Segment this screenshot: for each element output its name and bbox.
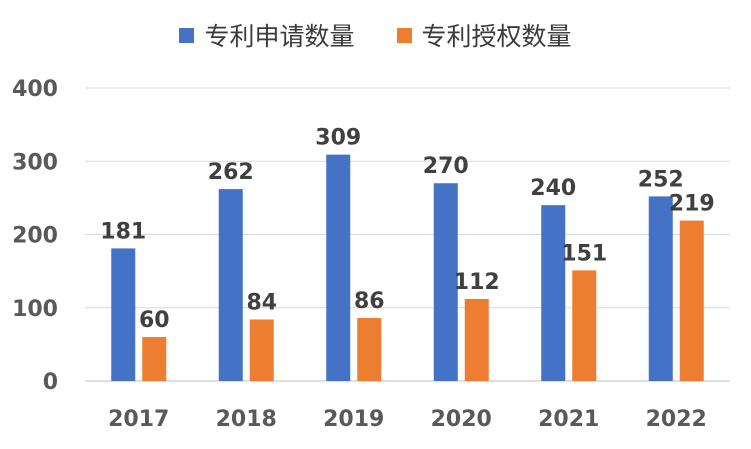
data-label-applications-2022: 252 [638, 167, 684, 192]
x-tick-label: 2022 [646, 407, 707, 432]
data-label-grants-2018: 84 [246, 290, 277, 315]
y-tick-label: 400 [12, 77, 58, 102]
y-tick-label: 0 [43, 370, 58, 395]
data-label-grants-2020: 112 [454, 270, 500, 295]
x-tick-label: 2021 [538, 407, 599, 432]
data-label-applications-2020: 270 [423, 154, 469, 179]
x-tick-label: 2018 [216, 407, 277, 432]
y-tick-label: 100 [12, 297, 58, 322]
bar-applications-2019 [326, 154, 351, 381]
bar-applications-2018 [218, 189, 243, 381]
legend-swatch-grants [396, 27, 412, 43]
bar-grants-2021 [572, 270, 597, 381]
legend-label-applications: 专利申请数量 [204, 22, 355, 51]
y-tick-label: 200 [12, 224, 58, 249]
bar-applications-2020 [433, 183, 458, 381]
legend-swatch-applications [179, 27, 195, 43]
data-label-grants-2019: 86 [354, 289, 385, 314]
data-label-applications-2018: 262 [208, 160, 254, 185]
bar-grants-2019 [357, 318, 382, 381]
data-label-applications-2021: 240 [530, 176, 576, 201]
legend-item-applications: 专利申请数量 [179, 17, 355, 53]
bar-grants-2018 [249, 319, 274, 381]
chart-legend: 专利申请数量 专利授权数量 [0, 18, 751, 52]
data-label-grants-2021: 151 [561, 241, 607, 266]
data-label-grants-2022: 219 [669, 192, 715, 217]
legend-label-grants: 专利授权数量 [421, 22, 572, 51]
bar-grants-2022 [679, 220, 704, 381]
bar-grants-2020 [464, 298, 489, 381]
legend-item-grants: 专利授权数量 [396, 17, 572, 53]
x-tick-label: 2020 [431, 407, 492, 432]
y-tick-label: 300 [12, 150, 58, 175]
x-tick-label: 2019 [323, 407, 384, 432]
data-label-applications-2019: 309 [315, 126, 361, 151]
x-tick-label: 2017 [108, 407, 169, 432]
bar-applications-2021 [541, 205, 566, 381]
bar-grants-2017 [142, 337, 167, 381]
data-label-applications-2017: 181 [100, 219, 146, 244]
bar-applications-2017 [111, 248, 136, 381]
data-label-grants-2017: 60 [139, 308, 170, 333]
bar-applications-2022 [648, 196, 673, 381]
